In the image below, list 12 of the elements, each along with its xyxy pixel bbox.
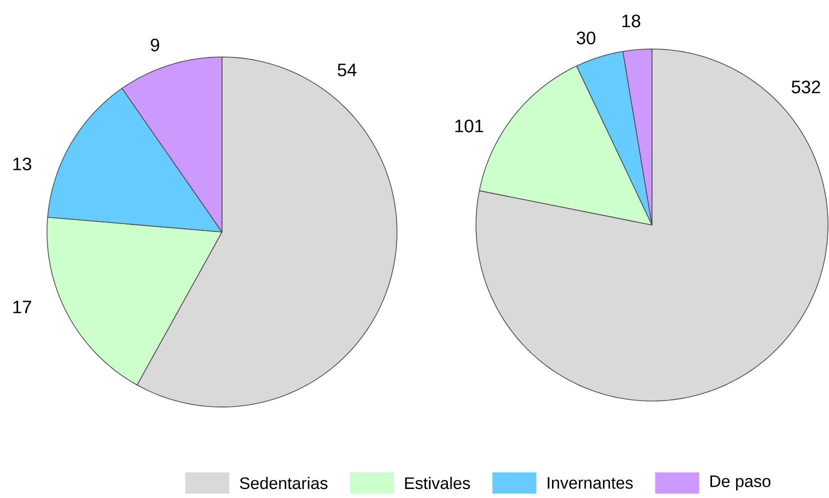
legend-label: De paso <box>710 476 770 490</box>
legend-label: Sedentarias <box>240 476 328 490</box>
data-label: 17 <box>13 300 32 314</box>
data-label: 13 <box>13 158 32 170</box>
data-label: 101 <box>455 120 484 132</box>
legend-label: Invernantes <box>548 477 633 489</box>
data-label: 18 <box>622 14 640 28</box>
data-label: 532 <box>792 80 820 94</box>
data-label: 54 <box>338 64 356 76</box>
data-label: 30 <box>576 32 596 44</box>
data-label: 9 <box>150 38 160 52</box>
legend-label: Estivales <box>405 476 470 490</box>
